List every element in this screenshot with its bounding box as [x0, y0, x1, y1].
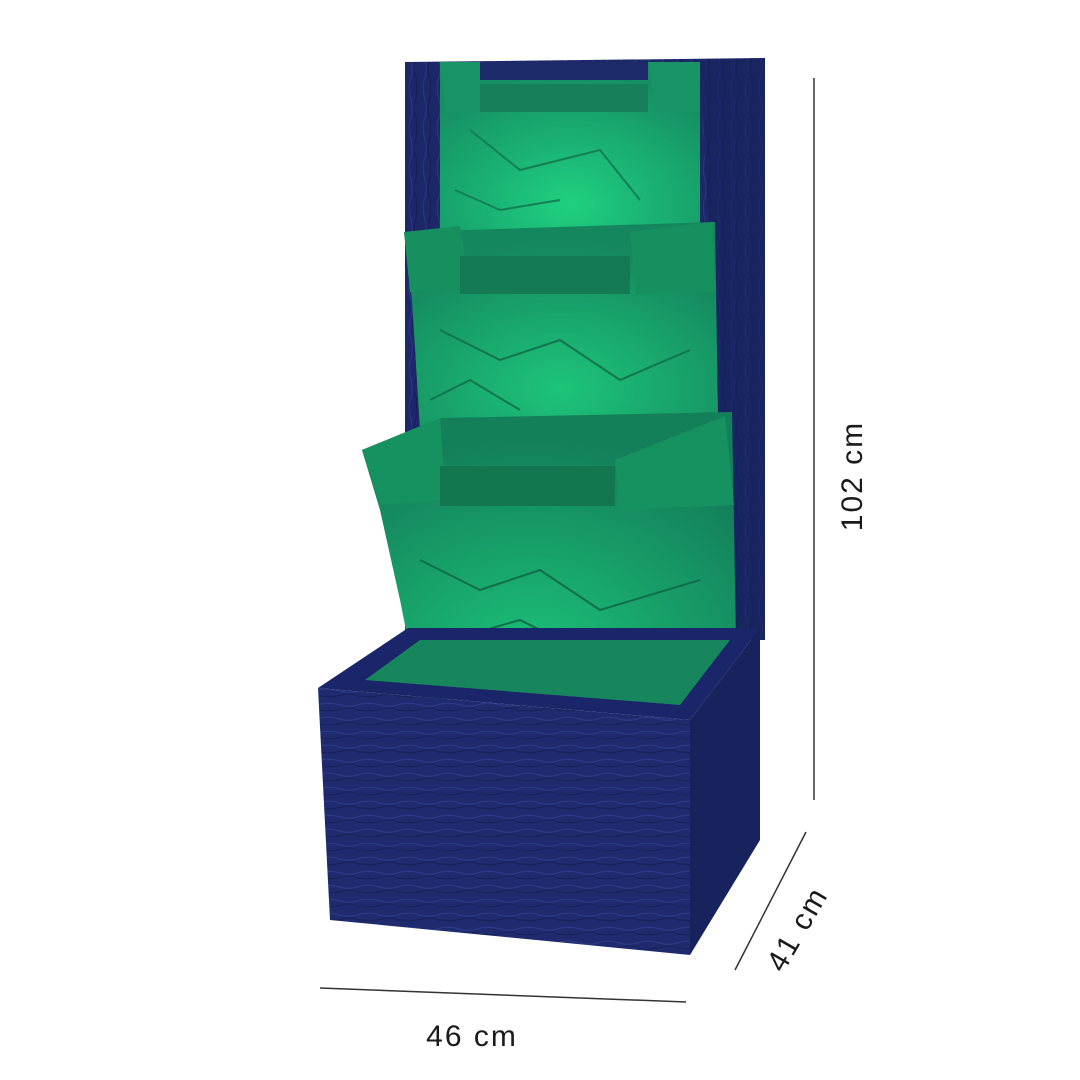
base-basin: [318, 628, 760, 955]
width-label: 46 cm: [426, 1020, 518, 1053]
depth-dimension-line: [734, 831, 807, 971]
depth-label: 41 cm: [761, 881, 835, 977]
height-label: 102 cm: [836, 421, 869, 531]
width-dimension-line: [319, 987, 687, 1003]
dimension-lines: [319, 78, 815, 1003]
middle-tier-waterfall: [404, 222, 718, 430]
top-tier-waterfall: [440, 62, 700, 252]
